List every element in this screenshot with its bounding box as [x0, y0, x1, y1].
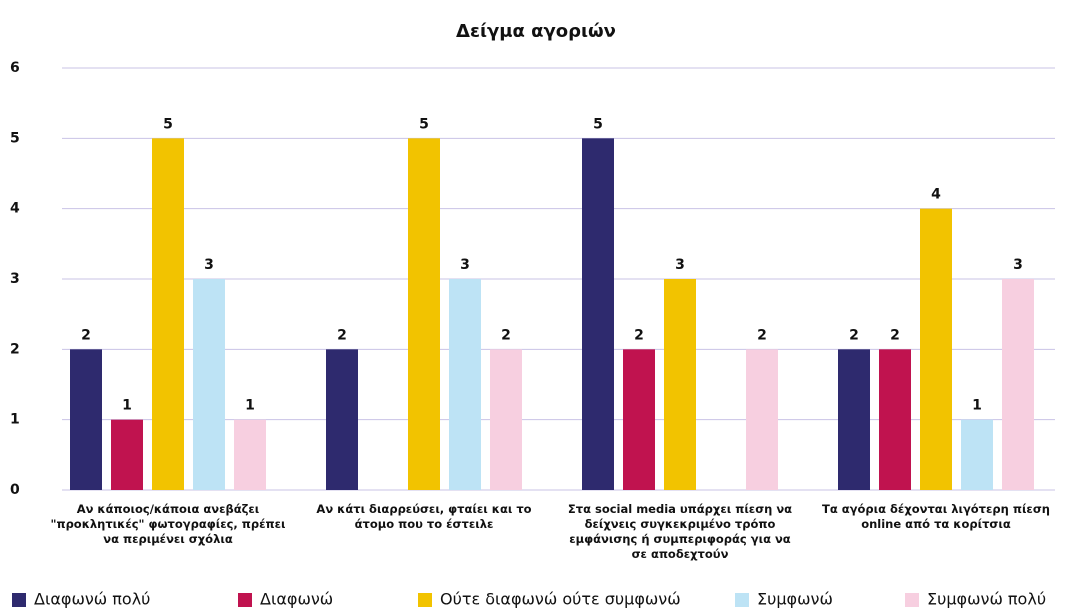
bar [152, 138, 184, 491]
bar [838, 349, 870, 490]
x-tick-label-box: Αν κάτι διαρρεύσει, φταίει και το άτομο … [316, 502, 532, 531]
data-label: 1 [245, 398, 255, 414]
bar [111, 419, 143, 490]
x-tick-label-box: Τα αγόρια δέχονται λιγότερη πίεση online… [822, 502, 1050, 531]
bar [920, 208, 952, 490]
bar [490, 349, 522, 490]
data-label: 4 [931, 187, 941, 203]
x-tick-label-box: Στα social media υπάρχει πίεση να δείχνε… [567, 502, 793, 561]
y-tick-label: 6 [10, 60, 20, 76]
x-tick-label: Τα αγόρια δέχονται λιγότερη πίεση online… [822, 502, 1050, 531]
bar [879, 349, 911, 490]
data-label: 2 [757, 327, 767, 343]
data-label: 2 [337, 327, 347, 343]
x-tick-label: Αν κάποιος/κάποια ανεβάζει "προκλητικές"… [50, 502, 286, 546]
y-tick-label: 2 [10, 341, 20, 357]
data-label: 5 [419, 116, 429, 132]
data-label: 2 [849, 327, 859, 343]
legend-swatch [418, 593, 432, 607]
data-label: 3 [460, 257, 470, 273]
legend-label: Διαφωνώ [260, 590, 333, 608]
y-tick-label: 1 [10, 412, 20, 428]
bar [582, 138, 614, 491]
data-label: 1 [122, 398, 132, 414]
legend-swatch [735, 593, 749, 607]
y-tick-label: 5 [10, 130, 20, 146]
bar [746, 349, 778, 490]
bar [1002, 279, 1034, 490]
legend-swatch [238, 593, 252, 607]
bar [326, 349, 358, 490]
data-label: 1 [972, 398, 982, 414]
legend-label: Συμφωνώ πολύ [927, 590, 1046, 608]
legend-label: Συμφωνώ [757, 590, 833, 608]
data-label: 2 [501, 327, 511, 343]
legend-label: Ούτε διαφωνώ ούτε συμφωνώ [440, 590, 681, 608]
data-label: 3 [204, 257, 214, 273]
data-label: 2 [81, 327, 91, 343]
y-tick-label: 4 [10, 201, 20, 217]
data-label: 2 [634, 327, 644, 343]
bar [70, 349, 102, 490]
data-label: 3 [1013, 257, 1023, 273]
bar [961, 419, 993, 490]
data-label: 3 [675, 257, 685, 273]
bar [234, 419, 266, 490]
bar [193, 279, 225, 490]
legend-label: Διαφωνώ πολύ [34, 590, 150, 608]
bar [449, 279, 481, 490]
bar [664, 279, 696, 490]
x-tick-label: Στα social media υπάρχει πίεση να δείχνε… [567, 502, 793, 561]
legend-swatch [905, 593, 919, 607]
chart-title: Δείγμα αγοριών [456, 21, 616, 42]
y-tick-label: 3 [10, 271, 20, 287]
bar [408, 138, 440, 491]
bar [623, 349, 655, 490]
data-label: 5 [163, 116, 173, 132]
x-tick-label-box: Αν κάποιος/κάποια ανεβάζει "προκλητικές"… [50, 502, 286, 546]
x-tick-label: Αν κάτι διαρρεύσει, φταίει και το άτομο … [316, 502, 532, 531]
data-label: 5 [593, 116, 603, 132]
data-label: 2 [890, 327, 900, 343]
y-tick-label: 0 [10, 482, 20, 498]
legend-swatch [12, 593, 26, 607]
